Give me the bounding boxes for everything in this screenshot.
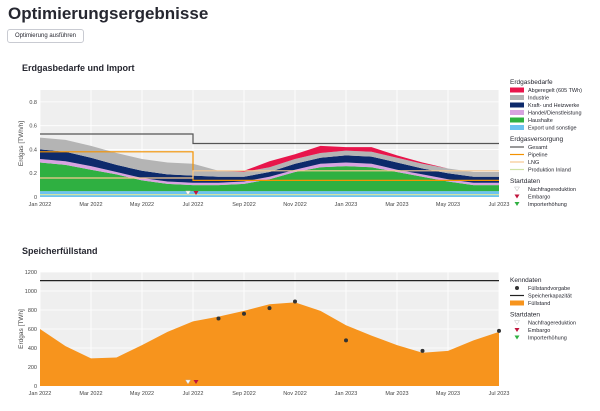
- legend-group-title: Kenndaten: [510, 277, 542, 284]
- legend-item-f-llstand: Füllstand: [528, 301, 550, 307]
- legend-item-nachfragereduktion: Nachfragereduktion: [528, 187, 576, 193]
- x-tick-label: Mar 2023: [385, 391, 408, 397]
- x-tick-label: Sep 2022: [232, 202, 256, 208]
- legend-group-title: Startdaten: [510, 312, 540, 319]
- legend-swatch: [510, 95, 524, 100]
- x-tick-label: May 2023: [436, 391, 460, 397]
- y-axis-title: Erdgas [TWh]: [18, 309, 25, 349]
- marker-nachfragereduktion: [185, 190, 191, 196]
- legend-item-produktion-inland: Produktion Inland: [528, 168, 571, 174]
- x-tick-label: May 2023: [436, 202, 460, 208]
- legend-item-importerh-hung: Importerhöhung: [528, 202, 567, 208]
- legend-swatch: [514, 328, 520, 332]
- legend-swatch: [510, 125, 524, 130]
- legend-swatch: [510, 87, 524, 93]
- legend-item-importerh-hung: Importerhöhung: [528, 336, 567, 342]
- y-tick-label: 800: [28, 308, 37, 314]
- legend-group-title: Erdgasversorgung: [510, 136, 563, 143]
- legend-item-embargo: Embargo: [528, 195, 550, 201]
- marker-embargo: [193, 191, 199, 195]
- x-tick-label: Jul 2022: [183, 391, 204, 397]
- legend-swatch: [510, 110, 524, 115]
- legend-swatch: [510, 300, 524, 306]
- legend-item-speicherkapazit-t: Speicherkapazität: [528, 294, 572, 300]
- point-f-llstandvorgabe: [267, 306, 272, 311]
- marker-nachfragereduktion: [185, 379, 191, 385]
- area-f-llstand: [40, 302, 499, 386]
- line-gesamt: [40, 133, 499, 145]
- legend-item-pipeline: Pipeline: [528, 153, 548, 159]
- y-tick-label: 600: [28, 327, 37, 333]
- page-title: Optimierungsergebnisse: [8, 4, 209, 23]
- legend-swatch: [510, 117, 524, 123]
- x-tick-label: May 2022: [130, 202, 154, 208]
- legend-item-f-llstandvorgabe: Füllstandvorgabe: [528, 286, 570, 292]
- chart-title-demand: Erdgasbedarfe und Import: [22, 63, 135, 73]
- y-tick-label: 1200: [25, 270, 37, 276]
- line-lng: [40, 170, 499, 179]
- legend-swatch: [510, 102, 524, 108]
- x-tick-label: Jan 2022: [29, 202, 52, 208]
- legend-item-handel-dienstleistung: Handel/Dienstleistung: [528, 111, 582, 117]
- x-tick-label: Mar 2023: [385, 202, 408, 208]
- y-tick-label: 0: [34, 384, 37, 390]
- legend-group-title: Erdgasbedarfe: [510, 79, 553, 86]
- legend-item-haushalte: Haushalte: [528, 118, 553, 124]
- point-f-llstandvorgabe: [344, 338, 348, 343]
- y-tick-label: 0.6: [29, 124, 37, 130]
- legend-swatch: [514, 335, 520, 340]
- legend-swatch: [514, 186, 520, 192]
- x-tick-label: Jul 2023: [489, 202, 510, 208]
- run-optimization-button[interactable]: Optimierung ausführen: [7, 29, 84, 43]
- area-handel-dienstleistung: [40, 159, 499, 186]
- legend-item-nachfragereduktion: Nachfragereduktion: [528, 321, 576, 327]
- x-tick-label: Jan 2023: [335, 391, 358, 397]
- legend-swatch: [514, 320, 520, 325]
- legend-item-industrie: Industrie: [528, 96, 549, 102]
- y-tick-label: 400: [28, 346, 37, 352]
- legend-item-gesamt: Gesamt: [528, 145, 548, 151]
- area-haushalte: [40, 162, 499, 192]
- point-f-llstandvorgabe: [420, 348, 425, 353]
- x-tick-label: Sep 2022: [232, 391, 256, 397]
- y-tick-label: 0.4: [29, 147, 37, 153]
- point-f-llstandvorgabe: [497, 328, 501, 333]
- x-tick-label: Jul 2022: [183, 202, 204, 208]
- legend-item-kraft-und-heizwerke: Kraft- und Heizwerke: [528, 103, 579, 109]
- marker-embargo: [193, 380, 199, 384]
- y-tick-label: 0: [34, 195, 37, 201]
- y-tick-label: 0.8: [29, 100, 37, 106]
- chart-title-storage: Speicherfüllstand: [22, 246, 98, 256]
- legend-swatch: [515, 286, 519, 290]
- point-f-llstandvorgabe: [242, 311, 246, 316]
- x-tick-label: Nov 2022: [283, 202, 307, 208]
- x-tick-label: Jan 2022: [29, 391, 52, 397]
- x-tick-label: Mar 2022: [79, 391, 102, 397]
- x-tick-label: Jul 2023: [489, 391, 510, 397]
- area-industrie: [40, 137, 499, 177]
- legend-item-lng: LNG: [528, 160, 539, 166]
- x-tick-label: Nov 2022: [283, 391, 307, 397]
- legend-group-title: Startdaten: [510, 178, 540, 185]
- legend-swatch: [514, 194, 520, 199]
- x-tick-label: Mar 2022: [79, 202, 102, 208]
- area-abgeregelt-605-twh: [40, 137, 499, 172]
- y-tick-label: 1000: [25, 289, 37, 295]
- x-tick-label: Jan 2023: [335, 202, 358, 208]
- y-tick-label: 0.2: [29, 171, 37, 177]
- legend-item-export-und-sonstige: Export und sonstige: [528, 126, 577, 132]
- legend-swatch: [514, 202, 520, 206]
- legend-item-abgeregelt-605-twh: Abgeregelt (605 TWh): [528, 88, 582, 94]
- line-pipeline: [40, 151, 499, 181]
- y-axis-title: Erdgas [TWh/h]: [18, 121, 25, 166]
- legend-item-embargo: Embargo: [528, 328, 550, 334]
- y-tick-label: 200: [28, 365, 37, 371]
- point-f-llstandvorgabe: [216, 316, 221, 321]
- area-kraft-und-heizwerke: [40, 149, 499, 183]
- point-f-llstandvorgabe: [293, 299, 297, 304]
- x-tick-label: May 2022: [130, 391, 154, 397]
